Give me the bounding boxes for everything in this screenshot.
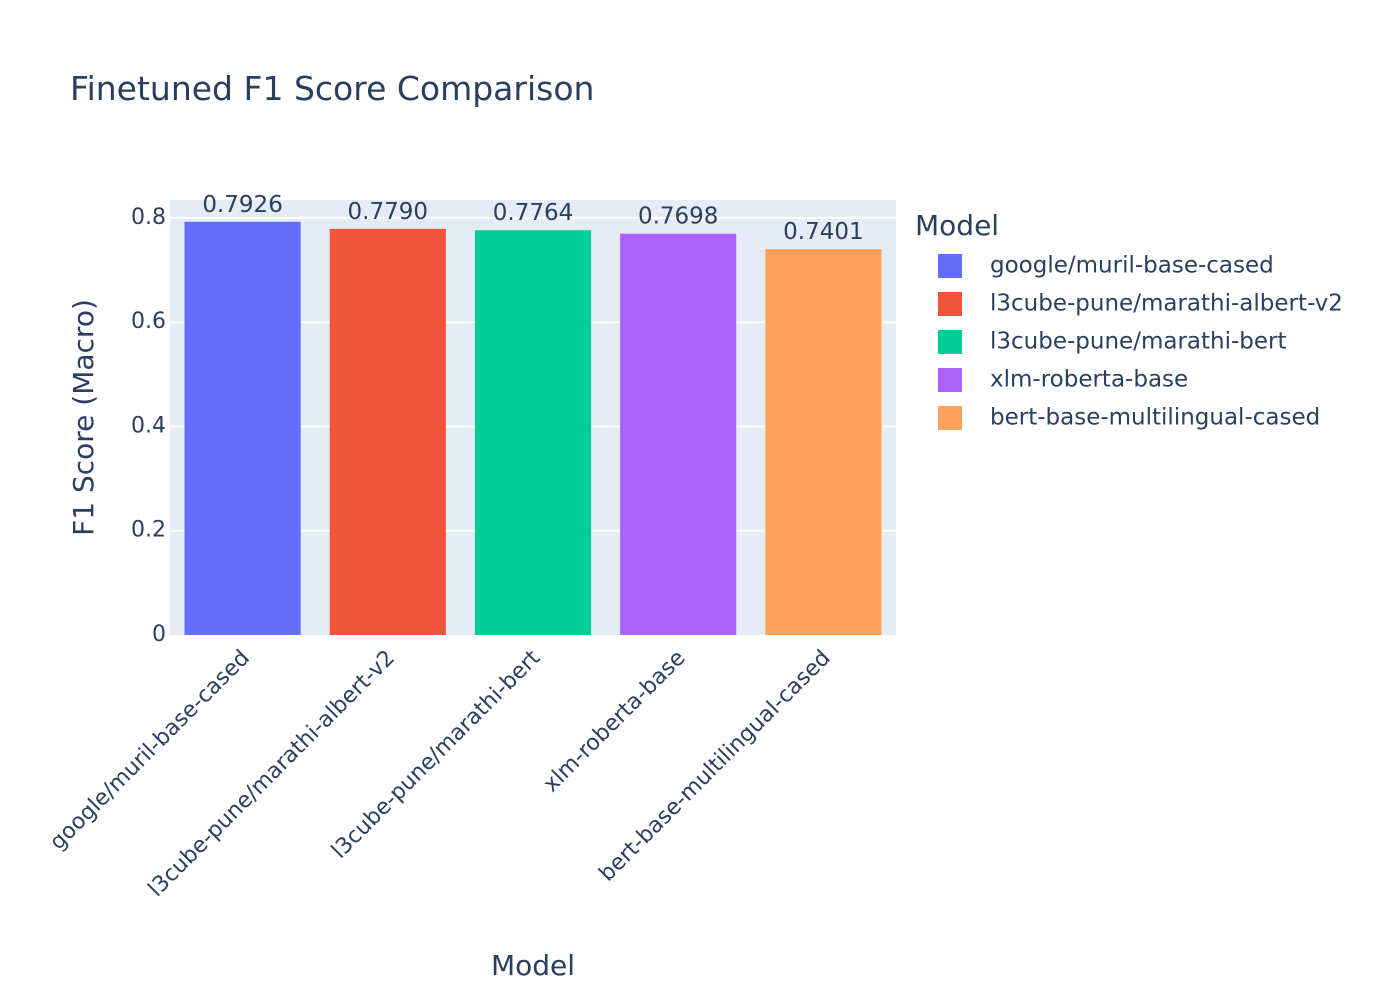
legend-label: l3cube-pune/marathi-albert-v2 xyxy=(990,291,1343,317)
bar xyxy=(620,233,737,635)
bar xyxy=(765,249,882,635)
x-tick-label: bert-base-multilingual-cased xyxy=(595,646,836,887)
chart-title: Finetuned F1 Score Comparison xyxy=(70,69,594,108)
legend-label: google/muril-base-cased xyxy=(990,253,1274,279)
bar xyxy=(329,228,446,635)
data-label: 0.7926 xyxy=(202,192,282,218)
data-label: 0.7790 xyxy=(348,199,428,225)
data-label: 0.7401 xyxy=(783,219,863,245)
legend-label: bert-base-multilingual-cased xyxy=(990,405,1320,431)
y-tick-label: 0.8 xyxy=(131,205,166,230)
legend: Model google/muril-base-cased l3cube-pune… xyxy=(915,209,1343,431)
legend-swatch xyxy=(938,368,962,392)
y-tick-label: 0.6 xyxy=(131,309,166,334)
x-axis-title: Model xyxy=(491,949,575,982)
legend-label: l3cube-pune/marathi-bert xyxy=(990,329,1287,355)
legend-swatch xyxy=(938,330,962,354)
y-tick-label: 0.2 xyxy=(131,518,166,543)
bars xyxy=(184,221,882,636)
bar xyxy=(474,230,592,635)
y-tick-label: 0 xyxy=(152,622,166,647)
data-label: 0.7764 xyxy=(493,200,573,226)
legend-swatch xyxy=(938,406,962,430)
x-tick-label: l3cube-pune/marathi-albert-v2 xyxy=(144,646,400,902)
y-tick-label: 0.4 xyxy=(131,413,166,438)
bar xyxy=(184,221,301,636)
legend-swatch xyxy=(938,254,962,278)
x-axis-ticks: google/muril-base-casedl3cube-pune/marat… xyxy=(45,645,835,902)
legend-items: google/muril-base-cased l3cube-pune/marat… xyxy=(938,253,1343,431)
data-label: 0.7698 xyxy=(638,204,718,230)
y-axis-ticks: 0 0.2 0.4 0.6 0.8 xyxy=(131,205,166,647)
legend-label: xlm-roberta-base xyxy=(990,367,1188,393)
legend-swatch xyxy=(938,292,962,316)
y-axis-title: F1 Score (Macro) xyxy=(67,299,100,536)
x-tick-label: xlm-roberta-base xyxy=(539,646,691,798)
data-labels: 0.7926 0.7790 0.7764 0.7698 0.7401 xyxy=(202,192,863,245)
legend-title: Model xyxy=(915,209,999,242)
